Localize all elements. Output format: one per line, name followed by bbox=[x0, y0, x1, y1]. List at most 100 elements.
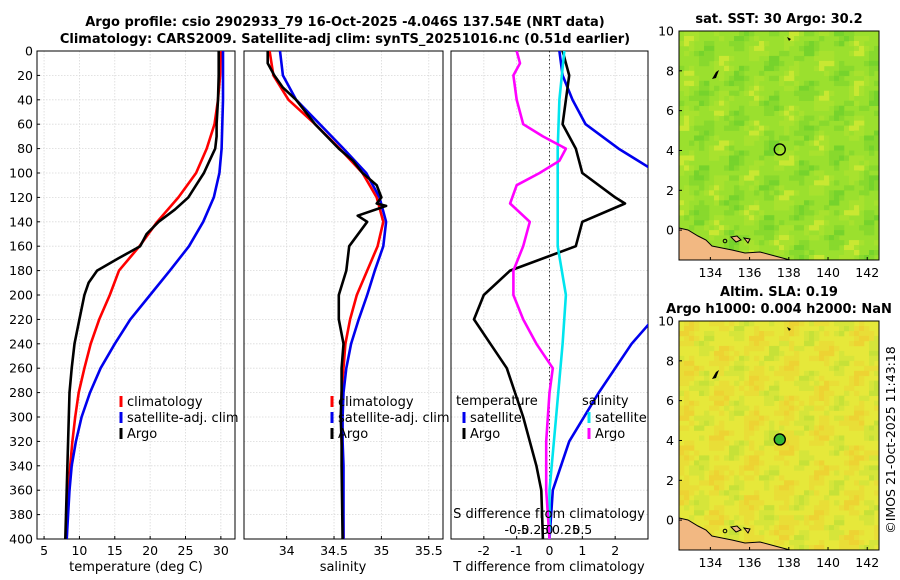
field-cell bbox=[754, 490, 760, 496]
field-cell bbox=[734, 175, 740, 181]
field-cell bbox=[739, 205, 745, 211]
field-cell bbox=[769, 350, 775, 357]
field-cell bbox=[784, 445, 790, 451]
legend-title-salinity: salinity bbox=[582, 394, 629, 409]
field-cell bbox=[769, 225, 775, 231]
field-cell bbox=[699, 470, 705, 476]
field-cell bbox=[794, 55, 800, 62]
x-tick-label: 142 bbox=[855, 265, 879, 280]
field-cell bbox=[824, 175, 830, 181]
field-cell bbox=[709, 435, 715, 441]
field-cell bbox=[874, 60, 879, 67]
field-cell bbox=[824, 100, 830, 106]
field-cell bbox=[724, 165, 730, 171]
field-cell bbox=[854, 135, 860, 141]
field-cell bbox=[744, 90, 750, 96]
field-cell bbox=[754, 535, 760, 541]
field-cell bbox=[864, 326, 870, 332]
field-cell bbox=[699, 365, 705, 372]
field-cell bbox=[829, 440, 835, 446]
field-cell bbox=[699, 140, 705, 146]
field-cell bbox=[724, 80, 730, 87]
field-cell bbox=[764, 395, 770, 401]
field-cell bbox=[764, 190, 770, 196]
y-tick-label: 6 bbox=[666, 103, 674, 118]
field-cell bbox=[849, 460, 855, 466]
field-cell bbox=[809, 250, 815, 256]
field-cell bbox=[864, 185, 870, 191]
field-cell bbox=[734, 331, 740, 337]
field-cell bbox=[744, 535, 750, 541]
field-cell bbox=[754, 331, 760, 337]
field-cell bbox=[769, 175, 775, 181]
field-cell bbox=[724, 175, 730, 181]
field-cell bbox=[809, 485, 815, 491]
field-cell bbox=[769, 420, 775, 426]
field-cell bbox=[684, 370, 690, 377]
field-cell bbox=[714, 520, 720, 526]
field-cell bbox=[714, 150, 720, 156]
field-cell bbox=[714, 60, 720, 67]
field-cell bbox=[864, 175, 870, 181]
field-cell bbox=[704, 50, 710, 57]
field-cell bbox=[719, 230, 725, 236]
field-cell bbox=[734, 475, 740, 481]
field-cell bbox=[704, 515, 710, 521]
field-cell bbox=[744, 460, 750, 466]
field-cell bbox=[794, 545, 800, 550]
field-cell bbox=[869, 65, 875, 72]
field-cell bbox=[689, 195, 695, 201]
field-cell bbox=[764, 475, 770, 481]
field-cell bbox=[819, 540, 825, 546]
field-cell bbox=[694, 125, 700, 131]
field-cell bbox=[769, 530, 775, 536]
field-cell bbox=[849, 85, 855, 92]
field-cell bbox=[784, 331, 790, 337]
field-cell bbox=[689, 355, 695, 362]
field-cell bbox=[719, 385, 725, 391]
field-cell bbox=[819, 50, 825, 57]
field-cell bbox=[874, 80, 879, 87]
field-cell bbox=[869, 135, 875, 141]
field-cell bbox=[844, 450, 850, 456]
field-cell bbox=[864, 395, 870, 401]
field-cell bbox=[869, 220, 875, 226]
field-cell bbox=[679, 490, 685, 496]
field-cell bbox=[744, 365, 750, 372]
field-cell bbox=[844, 31, 850, 37]
field-cell bbox=[824, 355, 830, 362]
field-cell bbox=[744, 465, 750, 471]
field-cell bbox=[769, 220, 775, 226]
field-cell bbox=[774, 165, 780, 171]
field-cell bbox=[759, 70, 765, 77]
field-cell bbox=[844, 245, 850, 251]
field-cell bbox=[779, 335, 785, 342]
field-cell bbox=[684, 365, 690, 372]
field-cell bbox=[734, 90, 740, 96]
field-cell bbox=[774, 55, 780, 62]
field-cell bbox=[794, 36, 800, 42]
field-cell bbox=[744, 235, 750, 241]
field-cell bbox=[794, 355, 800, 362]
field-cell bbox=[834, 450, 840, 456]
field-cell bbox=[749, 210, 755, 216]
field-cell bbox=[839, 535, 845, 541]
field-cell bbox=[744, 240, 750, 246]
field-cell bbox=[739, 31, 745, 37]
field-cell bbox=[789, 115, 795, 121]
field-cell bbox=[719, 510, 725, 516]
field-cell bbox=[684, 70, 690, 77]
field-cell bbox=[719, 370, 725, 377]
field-cell bbox=[744, 455, 750, 461]
field-cell bbox=[764, 525, 770, 531]
field-cell bbox=[754, 385, 760, 391]
field-cell bbox=[809, 375, 815, 382]
field-cell bbox=[814, 140, 820, 146]
field-cell bbox=[719, 105, 725, 111]
field-cell bbox=[739, 400, 745, 406]
field-cell bbox=[799, 375, 805, 382]
field-cell bbox=[789, 150, 795, 156]
field-cell bbox=[804, 95, 810, 101]
field-cell bbox=[724, 90, 730, 96]
field-cell bbox=[844, 500, 850, 506]
